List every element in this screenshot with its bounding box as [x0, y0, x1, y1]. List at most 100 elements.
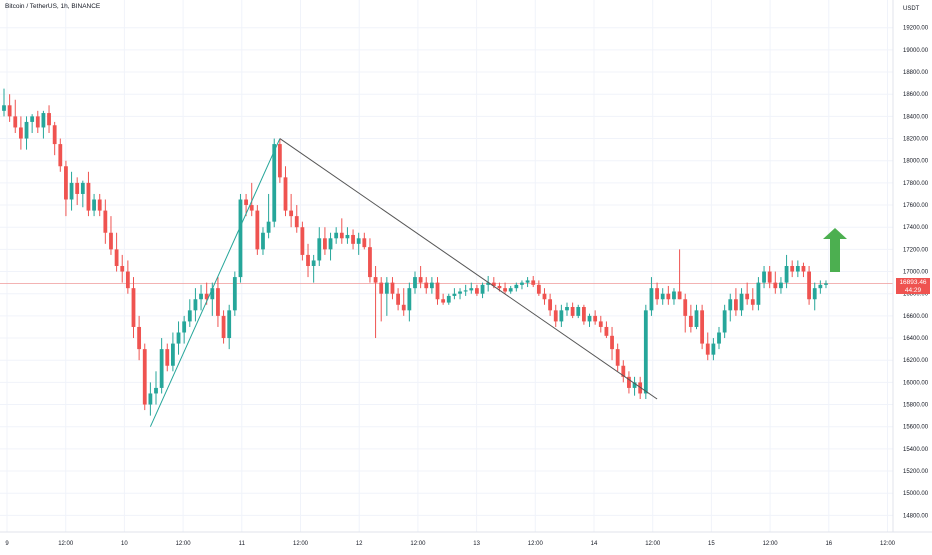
candle-body — [508, 288, 513, 292]
candle-body — [373, 277, 378, 283]
candles — [2, 88, 828, 416]
candle — [334, 227, 339, 244]
price-axis[interactable]: 14800.00 15000.00 15200.00 15400.00 15600.00… — [903, 26, 929, 520]
candle — [97, 193, 102, 217]
time-tick-label: 12:00 — [176, 541, 192, 547]
candle-body — [64, 166, 68, 200]
candle — [221, 310, 226, 344]
time-axis[interactable]: 9 12:00 10 12:00 11 12:00 12 12:00 13 12:00 14 12:0… — [5, 541, 895, 547]
candle — [7, 94, 12, 122]
candle-body — [446, 295, 451, 303]
candle-body — [677, 291, 682, 300]
candle-body — [610, 335, 614, 350]
price-tick-label: 15600.00 — [903, 425, 929, 431]
candle — [621, 360, 626, 383]
price-tick-label: 17200.00 — [903, 247, 929, 253]
candle — [598, 315, 603, 333]
candle-body — [75, 182, 80, 194]
candle-body — [615, 349, 620, 366]
candle — [199, 284, 203, 311]
time-tick-label: 14 — [591, 541, 598, 547]
candle — [728, 293, 733, 322]
candle-body — [643, 310, 648, 394]
candle-body — [35, 116, 40, 128]
trendline[interactable] — [149, 138, 281, 427]
candle-body — [756, 282, 761, 305]
candle — [35, 110, 40, 133]
candle — [446, 293, 451, 305]
candle — [176, 321, 181, 355]
candle-body — [548, 299, 553, 311]
candle — [469, 282, 474, 294]
candle — [103, 199, 108, 244]
candle — [283, 166, 288, 217]
candle — [790, 260, 795, 278]
candle-body — [114, 249, 119, 266]
candle — [261, 227, 265, 255]
candle-body — [199, 293, 203, 300]
candle-body — [80, 182, 85, 194]
candle — [649, 277, 654, 316]
candle — [75, 177, 80, 206]
candle-body — [182, 321, 187, 333]
candle-body — [407, 288, 412, 311]
candle-body — [345, 234, 350, 239]
candle-body — [514, 284, 519, 289]
candle-body — [458, 291, 462, 294]
candle — [345, 227, 350, 244]
price-tick-label: 16000.00 — [903, 380, 929, 386]
candle-body — [604, 326, 609, 336]
candle — [148, 382, 153, 416]
candle-body — [193, 299, 198, 311]
candle-body — [277, 144, 282, 178]
trendline[interactable] — [279, 138, 658, 400]
candle — [480, 282, 485, 299]
candle — [255, 205, 260, 255]
candle — [694, 304, 699, 330]
candle-body — [745, 293, 750, 300]
candle-body — [148, 393, 153, 405]
trendlines[interactable] — [149, 138, 658, 427]
candle-body — [824, 283, 828, 285]
candle — [632, 376, 637, 396]
candle — [441, 293, 446, 305]
candle — [672, 288, 676, 305]
candle-body — [159, 349, 164, 388]
candle-body — [784, 266, 789, 283]
candle-body — [356, 238, 361, 244]
candle — [368, 238, 372, 283]
candle-body — [58, 144, 63, 167]
candle-body — [694, 310, 699, 327]
candle — [396, 288, 400, 311]
candle-body — [300, 227, 305, 255]
time-tick-label: 12:00 — [410, 541, 426, 547]
candle-body — [47, 113, 51, 126]
price-tick-label: 19000.00 — [903, 48, 929, 54]
candle — [677, 249, 682, 300]
candle-body — [655, 288, 659, 300]
candle-body — [632, 382, 637, 388]
candle — [458, 288, 462, 300]
candle — [2, 88, 6, 117]
candle — [508, 285, 513, 294]
candle — [165, 343, 170, 372]
candle — [610, 326, 614, 361]
candle-body — [109, 232, 113, 250]
candle-body — [362, 238, 367, 248]
candle — [424, 277, 429, 294]
candle-body — [435, 282, 440, 300]
candle — [159, 338, 164, 394]
candle-body — [525, 280, 530, 283]
price-tick-label: 15800.00 — [903, 403, 929, 409]
candle-body — [13, 116, 18, 128]
price-tick-label: 18000.00 — [903, 159, 929, 165]
currency-label: USDT — [903, 6, 920, 12]
candle-body — [187, 310, 192, 322]
time-tick-label: 12:00 — [293, 541, 309, 547]
candle — [52, 121, 57, 156]
candle — [193, 288, 198, 322]
candle — [249, 182, 254, 217]
price-tick-label: 16200.00 — [903, 358, 929, 364]
